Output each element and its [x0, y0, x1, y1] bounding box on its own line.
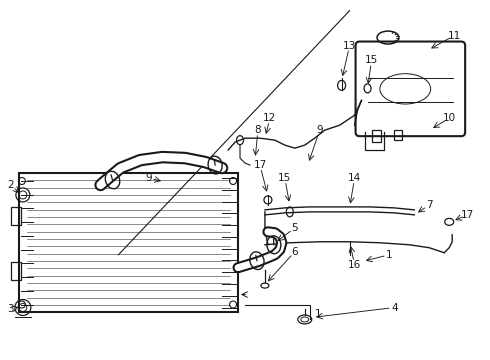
Text: 1: 1 — [315, 310, 321, 319]
Text: 13: 13 — [343, 41, 356, 50]
Text: 6: 6 — [292, 247, 298, 257]
Text: 10: 10 — [442, 113, 456, 123]
Text: 16: 16 — [348, 260, 361, 270]
Text: 12: 12 — [263, 113, 276, 123]
Text: 4: 4 — [391, 302, 398, 312]
Text: 17: 17 — [461, 210, 474, 220]
Text: 7: 7 — [426, 200, 433, 210]
Bar — [19, 173, 238, 312]
Text: 15: 15 — [365, 55, 378, 66]
Text: 14: 14 — [348, 173, 361, 183]
Text: 3: 3 — [7, 305, 14, 315]
Text: 9: 9 — [145, 173, 152, 183]
Text: 11: 11 — [447, 31, 461, 41]
Text: 17: 17 — [253, 160, 267, 170]
Text: 8: 8 — [255, 125, 261, 135]
Text: 2: 2 — [7, 180, 14, 190]
Bar — [394, 130, 402, 140]
Text: 9: 9 — [317, 125, 323, 135]
Text: 5: 5 — [292, 223, 298, 233]
Bar — [11, 207, 21, 225]
Bar — [11, 262, 21, 280]
Text: 1: 1 — [386, 250, 393, 260]
Text: 15: 15 — [278, 173, 292, 183]
Bar — [371, 130, 382, 142]
